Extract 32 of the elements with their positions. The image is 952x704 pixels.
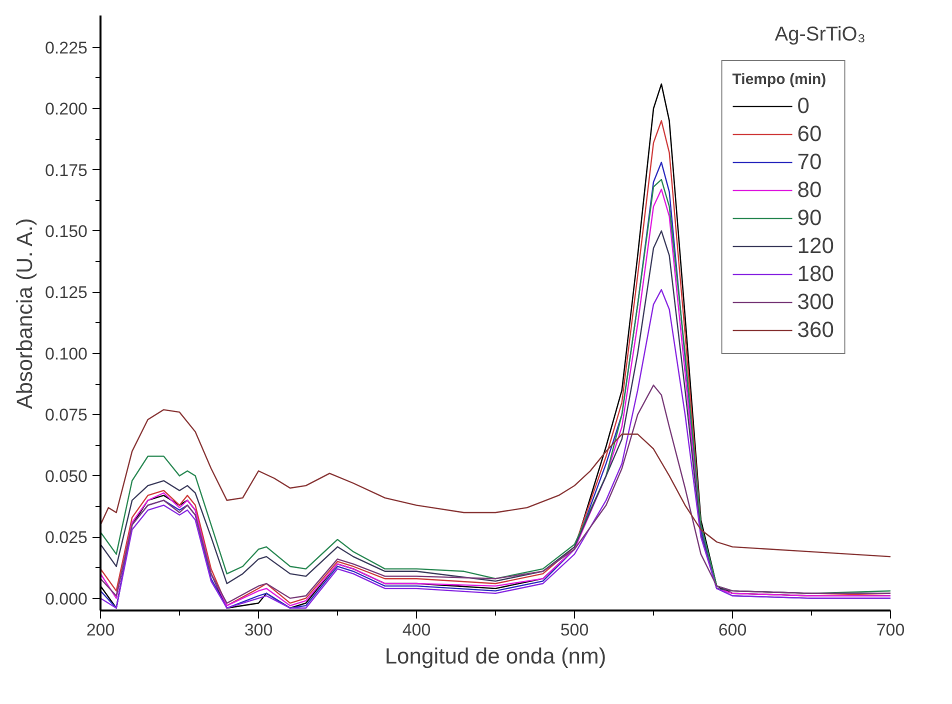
legend-label: 360 xyxy=(797,317,834,343)
legend-label: 80 xyxy=(797,177,822,203)
line-series xyxy=(100,384,890,604)
legend-label: 120 xyxy=(797,233,834,259)
x-tick-label: 600 xyxy=(718,620,747,640)
line-series xyxy=(100,289,890,609)
line-series xyxy=(100,409,890,558)
y-tick-label: 0.125 xyxy=(44,283,88,302)
x-tick-label: 400 xyxy=(402,620,431,640)
y-tick-label: 0.075 xyxy=(44,406,88,425)
legend-label: 300 xyxy=(797,289,834,315)
x-axis-title: Longitud de onda (nm) xyxy=(384,644,606,668)
y-tick-label: 0.025 xyxy=(44,528,88,548)
legend-label: 180 xyxy=(797,261,834,287)
legend-label: 90 xyxy=(797,205,822,231)
legend-label: 60 xyxy=(797,121,822,147)
x-tick-label: 700 xyxy=(876,620,905,640)
x-tick-label: 500 xyxy=(560,620,589,640)
y-tick-label: 0.175 xyxy=(44,160,88,180)
legend-title: Tiempo (min) xyxy=(732,71,828,88)
legend-label: 0 xyxy=(797,93,811,119)
y-axis-title: Absorbancia (U. A.) xyxy=(12,218,37,409)
y-tick-label: 0.200 xyxy=(44,100,88,119)
annotation: Ag-SrTiO₃ xyxy=(774,24,866,46)
x-tick-label: 200 xyxy=(86,620,115,640)
y-tick-label: 0.150 xyxy=(44,222,88,241)
y-tick-label: 0.050 xyxy=(44,466,88,486)
y-tick-label: 0.225 xyxy=(44,38,88,58)
y-tick-label: 0.000 xyxy=(44,589,88,608)
x-tick-label: 300 xyxy=(244,620,273,640)
legend-label: 70 xyxy=(797,149,822,175)
y-tick-label: 0.100 xyxy=(44,344,88,364)
